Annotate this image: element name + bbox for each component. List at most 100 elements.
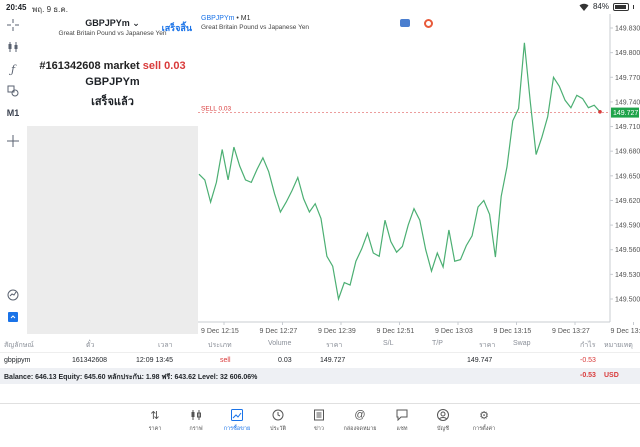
- col-current-price: ราคา: [479, 342, 496, 349]
- trade-icon: [217, 409, 257, 423]
- nav-chat[interactable]: แชท: [382, 409, 422, 433]
- col-sl: S/L: [383, 340, 394, 347]
- panel-background: [27, 126, 198, 334]
- nav-account[interactable]: บัญชี: [423, 409, 463, 433]
- chart-description: Great Britain Pound vs Japanese Yen: [201, 24, 310, 31]
- chevron-down-icon: ⌄: [132, 18, 140, 28]
- status-right: 84%: [579, 2, 634, 11]
- nav-settings-label: การตั้งค่า: [472, 426, 496, 432]
- x-tick-label: 9 Dec 13:03: [435, 328, 473, 335]
- y-tick-label: 149.710: [615, 124, 640, 131]
- nav-mailbox-label: กล่องจดหมาย: [343, 426, 377, 432]
- sell-level-label: SELL 0.03: [201, 106, 232, 113]
- nav-history[interactable]: ประวัติ: [258, 409, 298, 433]
- row-price: 149.727: [320, 357, 346, 364]
- nav-history-label: ประวัติ: [269, 426, 287, 432]
- chat-icon: [382, 409, 422, 423]
- settings-icon: ⚙: [479, 410, 489, 422]
- order-ticket-text: #161342608 market: [39, 60, 140, 72]
- status-date: พฤ. 9 ธ.ค.: [32, 5, 68, 14]
- chart-header-icons: [400, 19, 433, 28]
- candles-icon: [176, 409, 216, 423]
- status-time: 20:45: [6, 3, 27, 12]
- done-button[interactable]: เสร็จสิ้น: [161, 23, 192, 33]
- order-result-status: เสร็จแล้ว: [91, 96, 134, 108]
- col-symbol: สัญลักษณ์: [4, 342, 34, 349]
- y-tick-label: 149.500: [615, 297, 640, 304]
- panel-symbol-description: Great Britain Pound vs Japanese Yen: [58, 30, 167, 37]
- chart-toolbar: ƒ M1: [0, 14, 26, 334]
- mailbox-icon: @: [354, 409, 366, 421]
- x-tick-label: 9 Dec 12:51: [377, 328, 415, 335]
- x-tick-label: 9 Dec 13:39: [611, 328, 640, 335]
- nav-quotes-label: ราคา: [148, 426, 162, 432]
- balance-profit: -0.53: [580, 372, 596, 379]
- y-tick-label: 149.590: [615, 223, 640, 230]
- nav-chart[interactable]: กราฟ: [176, 409, 216, 433]
- function-icon[interactable]: ƒ: [10, 62, 16, 76]
- objects-icon[interactable]: [2, 80, 24, 102]
- zoom-icon[interactable]: [2, 284, 24, 306]
- row-profit: -0.53: [580, 357, 596, 364]
- x-tick-label: 9 Dec 12:15: [201, 328, 239, 335]
- battery-cap: [633, 4, 634, 9]
- battery-icon: [613, 2, 629, 11]
- new-order-icon[interactable]: [2, 306, 24, 328]
- chart-timeframe: • M1: [234, 15, 251, 22]
- order-result-symbol: GBPJPYm: [85, 76, 140, 88]
- indicators-icon[interactable]: [2, 36, 24, 58]
- timeframe-button[interactable]: M1: [6, 108, 20, 118]
- wifi-icon: [579, 3, 589, 11]
- positions-table: สัญลักษณ์ ตั๋ว เวลา ประเภท Volume ราคา S…: [0, 336, 640, 384]
- price-chart[interactable]: 149.830 149.800 149.770 149.740 149.710 149.6…: [198, 14, 640, 336]
- y-tick-label: 149.800: [615, 50, 640, 57]
- order-side-text: sell 0.03: [142, 60, 186, 72]
- nav-settings[interactable]: ⚙ การตั้งค่า: [464, 409, 504, 433]
- nav-chat-label: แชท: [396, 426, 408, 432]
- y-tick-label: 149.770: [615, 75, 640, 82]
- col-comment: หมายเหตุ: [604, 342, 633, 349]
- row-type: sell: [220, 357, 231, 364]
- news-icon: [299, 409, 339, 423]
- col-volume: Volume: [268, 340, 292, 347]
- one-click-icon[interactable]: [424, 19, 433, 28]
- status-bar: 20:45 พฤ. 9 ธ.ค. 84%: [0, 0, 640, 14]
- y-tick-label: 149.650: [615, 173, 640, 180]
- history-icon: [258, 409, 298, 423]
- panel-symbol: GBPJPYm: [85, 18, 130, 28]
- y-tick-label: 149.740: [615, 99, 640, 106]
- nav-news-label: ข่าว: [314, 426, 324, 432]
- chart-svg: 149.830 149.800 149.770 149.740 149.710 149.6…: [198, 14, 640, 335]
- balance-currency: USD: [604, 372, 619, 379]
- symbol-selector[interactable]: GBPJPYm ⌄: [27, 18, 198, 29]
- row-time: 12:09 13:45: [136, 357, 173, 364]
- row-ticket: 161342608: [72, 357, 108, 364]
- x-tick-label: 9 Dec 13:15: [494, 328, 532, 335]
- row-current-price: 149.747: [467, 357, 493, 364]
- y-tick-label: 149.830: [615, 26, 640, 33]
- nav-trade-label: การซื้อขาย: [223, 426, 251, 432]
- x-tick-label: 9 Dec 13:27: [552, 328, 590, 335]
- nav-quotes[interactable]: ⇅ ราคา: [135, 409, 175, 433]
- nav-news[interactable]: ข่าว: [299, 409, 339, 433]
- x-tick-label: 9 Dec 12:27: [260, 328, 298, 335]
- table-row[interactable]: gbpjpym 161342608 12:09 13:45 sell 0.03 …: [0, 352, 640, 368]
- quotes-icon: ⇅: [150, 410, 160, 422]
- x-tick-label: 9 Dec 12:39: [318, 328, 356, 335]
- chart-title: GBPJPYm • M1: [201, 15, 251, 22]
- current-price-label: 149.727: [613, 110, 638, 117]
- price-series-line: [198, 42, 601, 302]
- balance-text: Balance: 646.13 Equity: 645.60 หลักประกั…: [4, 374, 258, 381]
- chart-symbol: GBPJPYm: [201, 15, 235, 22]
- balance-bar: Balance: 646.13 Equity: 645.60 หลักประกั…: [0, 368, 640, 384]
- nav-trade[interactable]: การซื้อขาย: [217, 409, 257, 433]
- add-indicator-icon[interactable]: [2, 130, 24, 152]
- y-tick-label: 149.530: [615, 272, 640, 279]
- col-ticket: ตั๋ว: [86, 342, 95, 349]
- flag-icon[interactable]: [400, 19, 410, 27]
- crosshair-icon[interactable]: [2, 14, 24, 36]
- bottom-navigation: ⇅ ราคา กราฟ การซื้อขาย ประวัติ ข่าว @ กล…: [0, 403, 640, 447]
- y-tick-label: 149.560: [615, 247, 640, 254]
- col-price: ราคา: [326, 342, 343, 349]
- nav-mailbox[interactable]: @ กล่องจดหมาย: [340, 409, 380, 433]
